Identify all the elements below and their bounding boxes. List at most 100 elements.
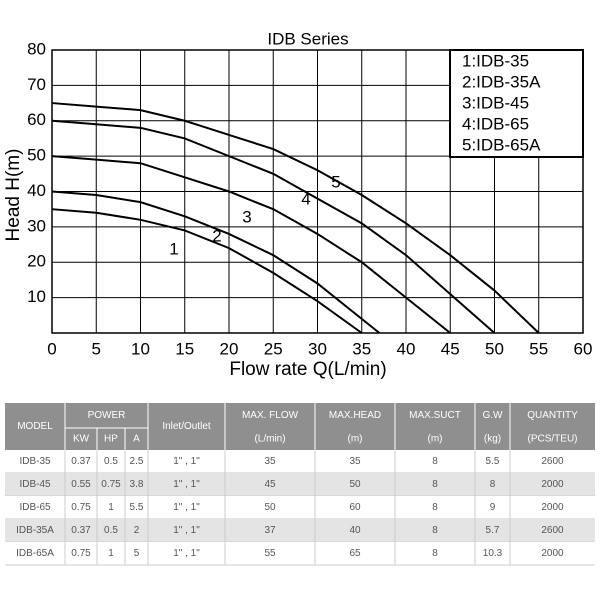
table-cell: IDB-35A — [16, 525, 54, 536]
x-tick-label: 10 — [131, 339, 150, 358]
table-row — [5, 496, 595, 519]
table-cell: 5.5 — [486, 456, 500, 467]
x-axis-label: Flow rate Q(L/min) — [229, 359, 386, 380]
header-cell: MODEL — [17, 421, 53, 432]
table-cell: 0.5 — [104, 525, 118, 536]
table-cell: 1" , 1" — [173, 525, 200, 536]
table-cell: 35 — [349, 456, 361, 467]
table-cell: 2.5 — [130, 456, 144, 467]
x-tick-label: 20 — [220, 339, 239, 358]
x-tick-label: 55 — [529, 339, 548, 358]
table-cell: 8 — [432, 479, 438, 490]
table-cell: 8 — [432, 548, 438, 559]
x-tick-label: 45 — [441, 339, 460, 358]
curve-label: 5 — [331, 172, 340, 191]
table-cell: 0.5 — [104, 456, 118, 467]
header-cell: (PCS/TEU) — [528, 434, 578, 445]
table-row — [5, 450, 595, 473]
table-cell: 2000 — [541, 548, 564, 559]
curve — [51, 208, 363, 334]
table-cell: 2600 — [541, 456, 564, 467]
table-cell: 60 — [349, 502, 361, 513]
table-cell: 0.75 — [71, 548, 91, 559]
y-tick-label: 70 — [27, 75, 46, 94]
legend-entry: 4:IDB-65 — [462, 114, 529, 133]
table-cell: 1" , 1" — [173, 456, 200, 467]
header-cell: (m) — [348, 434, 363, 445]
legend-entry: 2:IDB-35A — [462, 72, 541, 91]
table-cell: 2 — [134, 525, 140, 536]
header-cell: A — [133, 434, 140, 445]
table-cell: 0.37 — [71, 456, 91, 467]
curve — [51, 155, 451, 334]
chart-title: IDB Series — [267, 29, 348, 48]
table-cell: 50 — [264, 502, 276, 513]
x-tick-label: 5 — [92, 339, 101, 358]
header-cell: HP — [104, 434, 118, 445]
y-tick-label: 20 — [27, 252, 46, 271]
table-cell: 5 — [134, 548, 140, 559]
table-cell: 2000 — [541, 502, 564, 513]
table-cell: IDB-45 — [19, 479, 51, 490]
table-cell: 9 — [490, 502, 496, 513]
x-tick-label: 30 — [308, 339, 327, 358]
x-tick-label: 25 — [264, 339, 283, 358]
table-cell: 0.55 — [71, 479, 91, 490]
table-row — [5, 542, 595, 565]
legend-entry: 5:IDB-65A — [462, 135, 541, 154]
x-tick-label: 0 — [47, 339, 56, 358]
table-cell: 55 — [264, 548, 276, 559]
table-cell: 65 — [349, 548, 361, 559]
curve-label: 1 — [169, 239, 178, 258]
legend-box — [449, 49, 584, 158]
header-cell: QUANTITY — [527, 410, 578, 421]
header-cell: (L/min) — [254, 434, 285, 445]
legend-entry: 1:IDB-35 — [462, 51, 529, 70]
x-tick-label: 35 — [352, 339, 371, 358]
table-cell: 1 — [108, 502, 114, 513]
y-tick-label: 60 — [27, 110, 46, 129]
table-cell: 8 — [432, 456, 438, 467]
table-cell: 8 — [490, 479, 496, 490]
header-cell: (kg) — [484, 434, 501, 445]
header-cell: POWER — [88, 410, 126, 421]
table-row — [5, 473, 595, 496]
table-header — [5, 403, 595, 450]
y-tick-label: 30 — [27, 216, 46, 235]
table-cell: 37 — [264, 525, 276, 536]
y-tick-label: 50 — [27, 146, 46, 165]
y-axis-label: Head H(m) — [3, 149, 24, 242]
y-tick-label: 80 — [27, 39, 46, 58]
table-cell: 1 — [108, 548, 114, 559]
y-tick-label: 40 — [27, 181, 46, 200]
table-cell: IDB-65A — [16, 548, 54, 559]
table-cell: 3.8 — [130, 479, 144, 490]
curve — [51, 102, 540, 334]
curve — [51, 119, 496, 334]
x-tick-label: 50 — [485, 339, 504, 358]
table-cell: 1" , 1" — [173, 502, 200, 513]
curve-label: 3 — [242, 207, 251, 226]
curve — [51, 190, 381, 334]
table-cell: 0.37 — [71, 525, 91, 536]
header-cell: MAX. FLOW — [242, 410, 299, 421]
table-cell: 10.3 — [483, 548, 503, 559]
header-cell: MAX.SUCT — [409, 410, 461, 421]
table-cell: 1" , 1" — [173, 479, 200, 490]
legend-entry: 3:IDB-45 — [462, 93, 529, 112]
table-cell: 45 — [264, 479, 276, 490]
table-cell: 2600 — [541, 525, 564, 536]
x-tick-label: 15 — [175, 339, 194, 358]
table-cell: 40 — [349, 525, 361, 536]
table-cell: IDB-35 — [19, 456, 51, 467]
table-cell: 2000 — [541, 479, 564, 490]
y-tick-label: 10 — [27, 287, 46, 306]
header-cell: Inlet/Outlet — [162, 421, 211, 432]
table-cell: 0.75 — [71, 502, 91, 513]
header-cell: (m) — [428, 434, 443, 445]
table-cell: 35 — [264, 456, 276, 467]
table-cell: 8 — [432, 502, 438, 513]
header-cell: G.W — [483, 410, 504, 421]
table-cell: 50 — [349, 479, 361, 490]
x-tick-label: 40 — [397, 339, 416, 358]
